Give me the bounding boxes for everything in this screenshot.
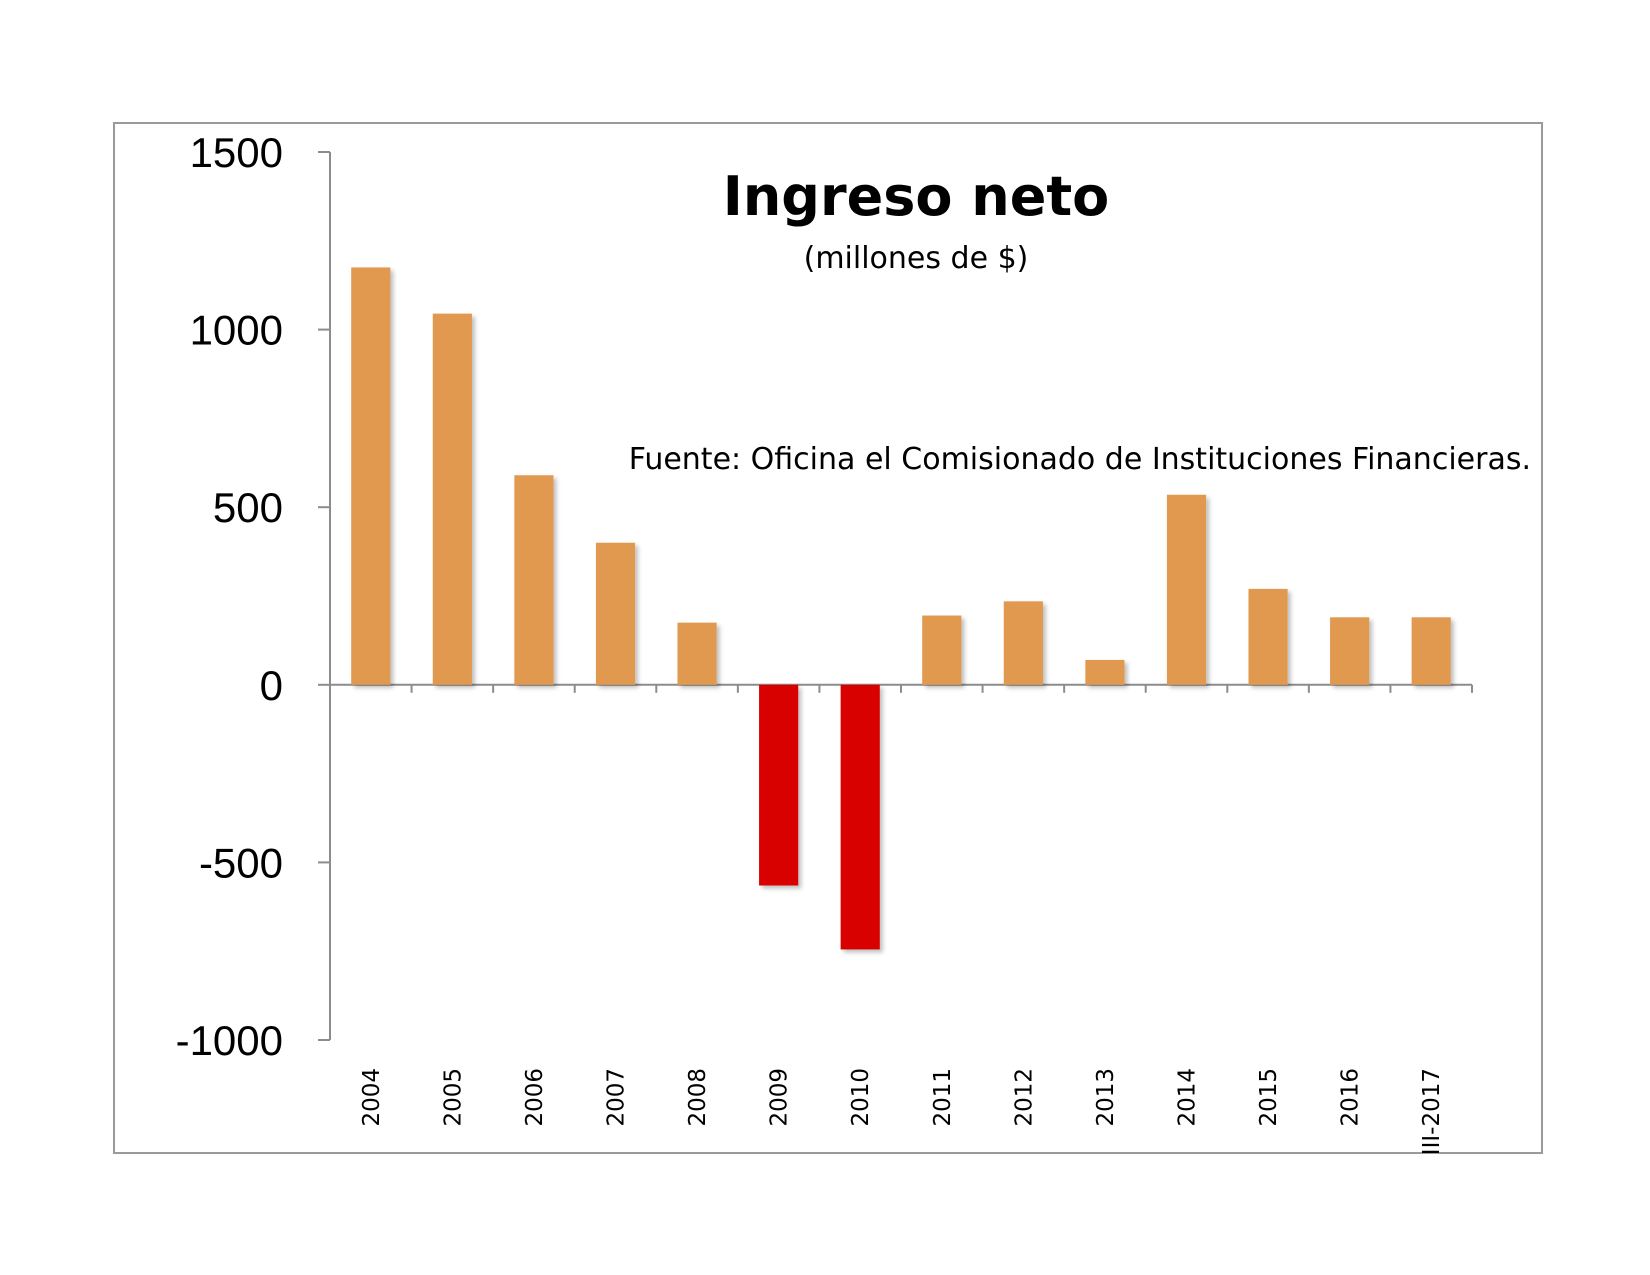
chart-subtitle: (millones de $) bbox=[804, 241, 1029, 276]
y-tick-label: 1000 bbox=[190, 307, 283, 354]
x-tick-label: 2012 bbox=[1011, 1068, 1037, 1127]
x-tick-label: 2013 bbox=[1093, 1068, 1119, 1127]
x-tick-label: 2006 bbox=[522, 1068, 548, 1127]
x-tick-label: 2007 bbox=[604, 1068, 630, 1127]
x-tick-label: 2008 bbox=[685, 1068, 711, 1127]
bar-2011 bbox=[922, 615, 962, 685]
y-axis bbox=[318, 151, 331, 1041]
x-tick-label: 2005 bbox=[440, 1068, 466, 1127]
x-tick-label: 2010 bbox=[848, 1068, 874, 1127]
x-tick-label: 2014 bbox=[1175, 1068, 1201, 1127]
x-tick-label: III-2017 bbox=[1419, 1068, 1445, 1155]
y-tick-labels: 1500 1000 500 0 -500 -1000 bbox=[176, 129, 283, 1064]
x-axis bbox=[329, 683, 1473, 693]
bar-2010 bbox=[840, 684, 880, 950]
y-tick-label: -500 bbox=[199, 839, 283, 886]
bar-2013 bbox=[1085, 659, 1125, 685]
x-tick-labels: 2004 2005 2006 2007 2008 2009 2010 2011 2012 2013… bbox=[359, 1068, 1445, 1155]
bar-2004 bbox=[351, 267, 391, 685]
bars bbox=[351, 267, 1451, 950]
bar-2005 bbox=[432, 313, 472, 685]
bar-2008 bbox=[677, 622, 717, 685]
bar-2015 bbox=[1248, 588, 1288, 685]
x-tick-label: 2004 bbox=[359, 1068, 385, 1127]
x-tick-label: 2015 bbox=[1256, 1068, 1282, 1127]
source-note: Fuente: Oficina el Comisionado de Instit… bbox=[629, 442, 1531, 477]
y-tick-label: -1000 bbox=[176, 1017, 283, 1064]
bar-2014 bbox=[1166, 494, 1207, 685]
bar-2006 bbox=[514, 475, 554, 685]
bar-iii-2017 bbox=[1411, 617, 1451, 685]
y-tick-label: 500 bbox=[213, 484, 283, 531]
bar-2016 bbox=[1330, 617, 1370, 685]
x-tick-label: 2011 bbox=[930, 1068, 956, 1127]
chart-title: Ingreso neto bbox=[723, 165, 1109, 228]
y-tick-label: 0 bbox=[260, 662, 283, 709]
bar-2012 bbox=[1003, 601, 1043, 685]
x-tick-label: 2016 bbox=[1338, 1068, 1364, 1127]
bar-2009 bbox=[759, 684, 799, 886]
x-tick-label: 2009 bbox=[767, 1068, 793, 1127]
y-tick-label: 1500 bbox=[190, 129, 283, 176]
bar-2007 bbox=[595, 542, 636, 685]
